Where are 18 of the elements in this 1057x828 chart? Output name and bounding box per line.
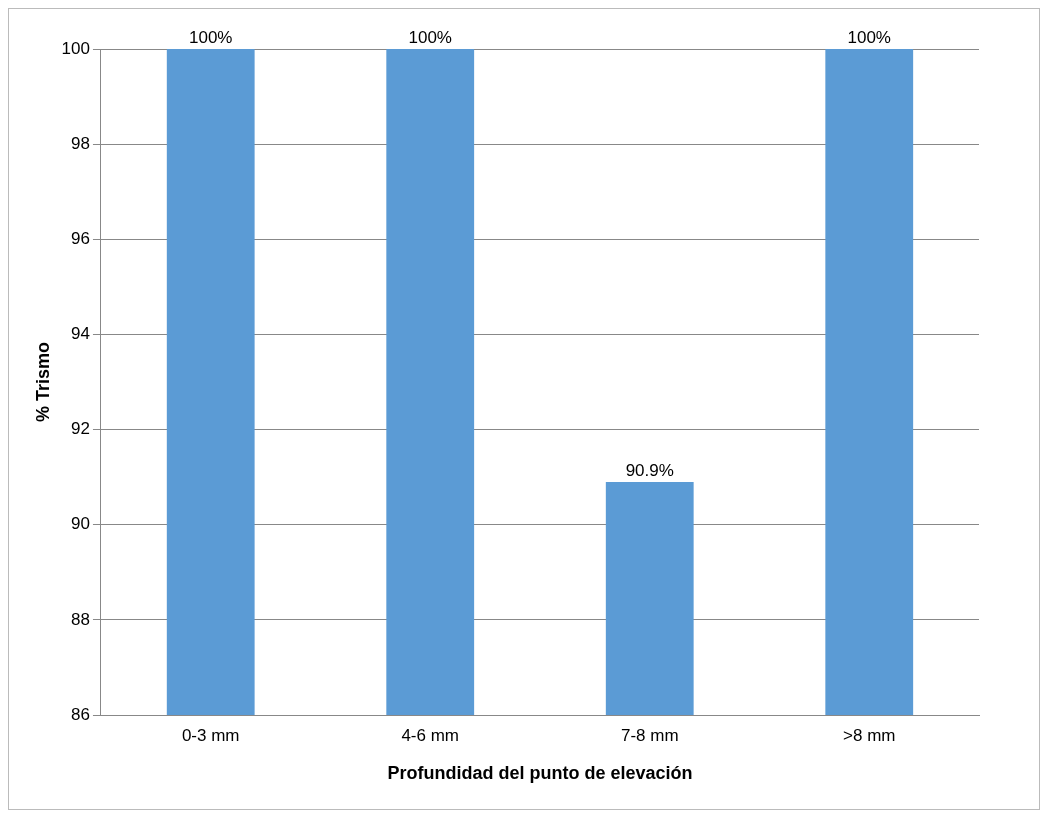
x-tick-label: 4-6 mm — [401, 725, 460, 745]
y-tick-label: 94 — [71, 324, 90, 344]
x-axis-title: Profundidad del punto de elevación — [387, 763, 693, 784]
y-tick-label: 92 — [71, 419, 90, 439]
y-tick-label: 100 — [61, 38, 90, 58]
y-tick-label: 98 — [71, 133, 90, 153]
x-tick-label: >8 mm — [843, 725, 896, 745]
y-tick-label: 96 — [71, 228, 90, 248]
y-tick-label: 88 — [71, 609, 90, 629]
y-tick-label: 86 — [71, 704, 90, 724]
y-axis-title: % Trismo — [32, 341, 53, 423]
x-tick-label: 7-8 mm — [620, 725, 679, 745]
data-label: 100% — [847, 28, 891, 48]
data-label: 100% — [188, 28, 233, 48]
y-tick-label: 90 — [71, 514, 90, 534]
data-label: 100% — [408, 28, 452, 48]
data-label: 90.9% — [625, 461, 674, 481]
x-tick-label: 0-3 mm — [181, 725, 240, 745]
